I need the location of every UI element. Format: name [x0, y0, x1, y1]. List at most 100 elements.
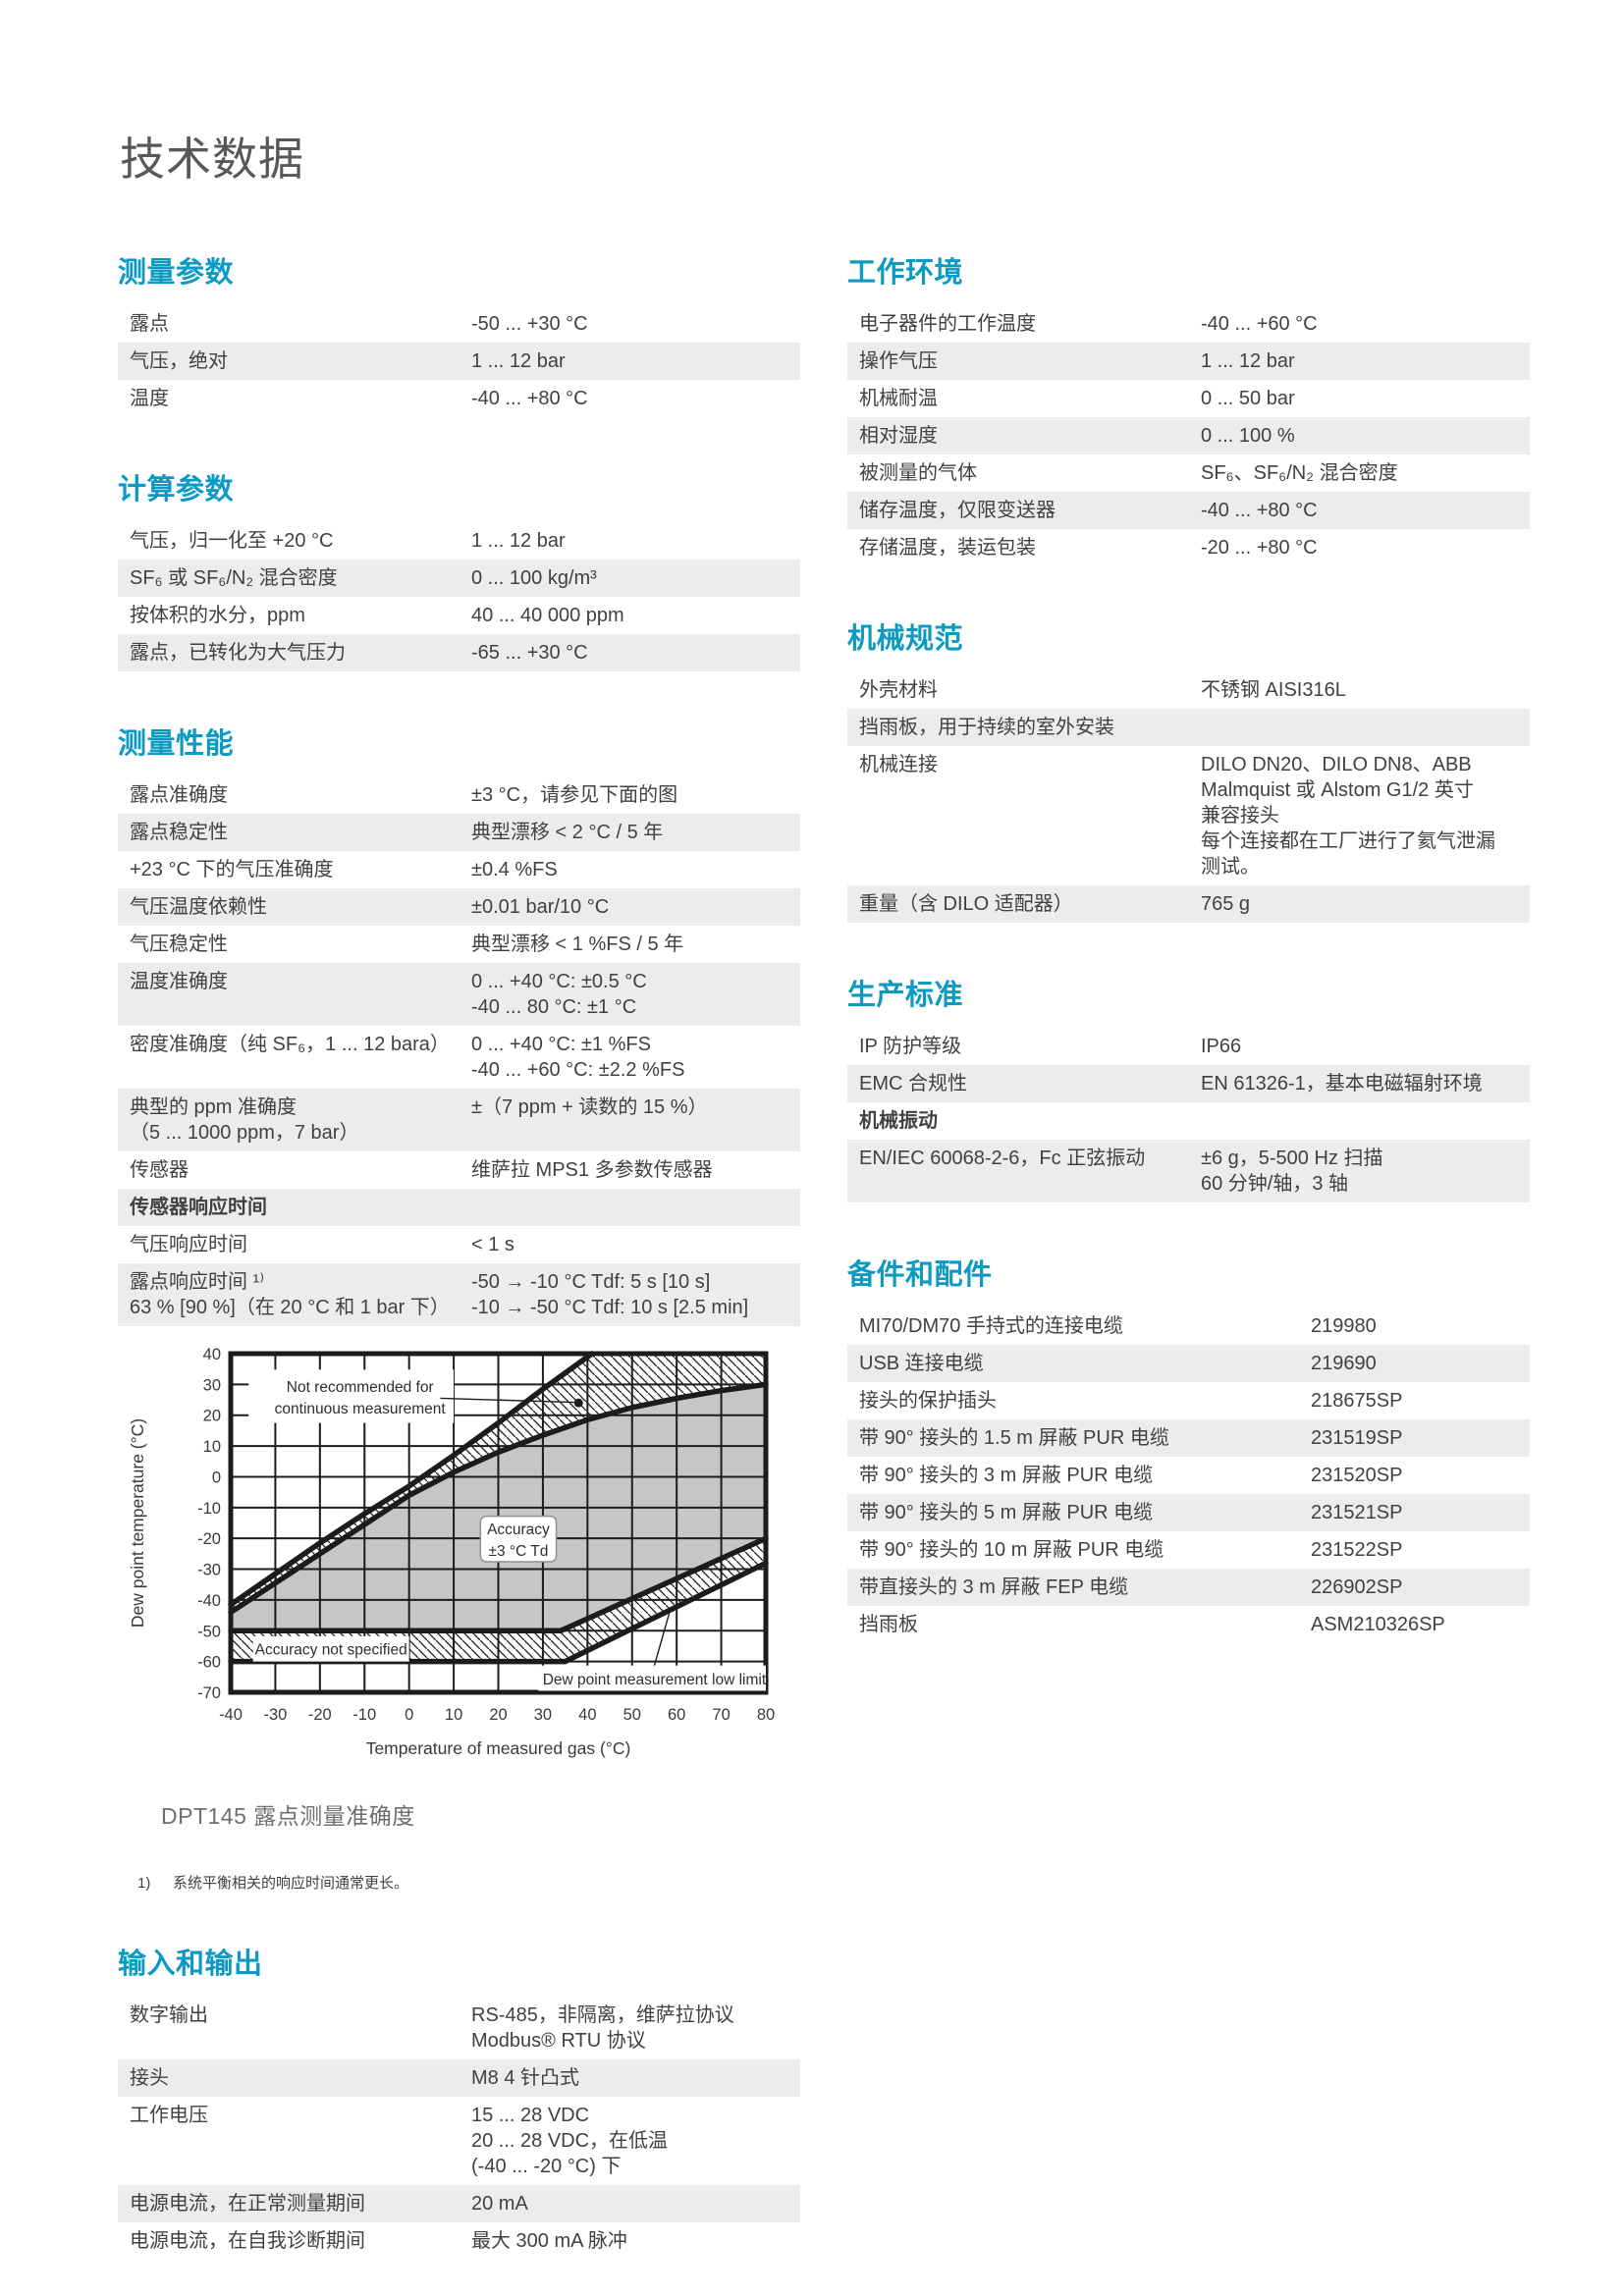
section-calculated-variables: 计算参数 气压，归一化至 +20 °C 1 ... 12 bar SF₆ 或 SF₆… — [118, 466, 800, 671]
spec-row: 带 90° 接头的 1.5 m 屏蔽 PUR 电缆 231519SP — [847, 1419, 1530, 1457]
spec-value: 典型漂移 < 1 %FS / 5 年 — [471, 934, 684, 955]
section-operating-environment: 工作环境 电子器件的工作温度 -40 ... +60 °C 操作气压 1 ... 12… — [847, 249, 1530, 566]
spec-value: 0 ... +40 °C: ±1 %FS -40 ... +60 °C: ±2.… — [471, 1034, 685, 1081]
spec-row: EMC 合规性 EN 61326-1，基本电磁辐射环境 — [847, 1065, 1530, 1102]
spec-row: 操作气压 1 ... 12 bar — [847, 343, 1530, 380]
spec-value: 1 ... 12 bar — [471, 350, 566, 372]
y-tick-label: -20 — [197, 1530, 221, 1548]
spec-row: SF₆ 或 SF₆/N₂ 混合密度 0 ... 100 kg/m³ — [118, 560, 800, 597]
spec-label: 露点，已转化为大气压力 — [130, 642, 346, 664]
spec-row: 外壳材料 不锈钢 AISI316L — [847, 671, 1530, 709]
spec-label: 露点稳定性 — [130, 822, 228, 843]
spec-subheader-row: 机械振动 — [847, 1102, 1530, 1140]
spec-label: 储存温度，仅限变送器 — [859, 500, 1056, 521]
spec-label: 密度准确度（纯 SF₆，1 ... 12 bara） — [130, 1034, 450, 1055]
spec-value: -40 ... +60 °C — [1201, 313, 1318, 335]
spec-value: 典型漂移 < 2 °C / 5 年 — [471, 822, 664, 843]
spec-label: 存储温度，装运包装 — [859, 537, 1036, 559]
y-tick-label: -30 — [197, 1562, 221, 1579]
spec-value: 0 ... 100 % — [1201, 425, 1295, 447]
x-tick-label: 40 — [578, 1706, 596, 1724]
spec-row: 露点响应时间 ¹⁾ 63 % [90 %]（在 20 °C 和 1 bar 下）… — [118, 1263, 800, 1326]
spec-row: IP 防护等级 IP66 — [847, 1028, 1530, 1065]
spec-row: 气压响应时间 < 1 s — [118, 1226, 800, 1263]
spec-table-spare-parts-accessories: MI70/DM70 手持式的连接电缆 219980 USB 连接电缆 219690 接头… — [847, 1308, 1530, 1643]
spec-value: 维萨拉 MPS1 多参数传感器 — [471, 1159, 713, 1181]
x-tick-label: 0 — [405, 1706, 413, 1724]
y-axis-title: Dew point temperature (°C) — [128, 1418, 147, 1628]
spec-row: 数字输出 RS-485，非隔离，维萨拉协议 Modbus® RTU 协议 — [118, 1997, 800, 2059]
not-recommended-label-marker-dot — [573, 1398, 583, 1408]
x-tick-label: 20 — [489, 1706, 507, 1724]
spec-row: USB 连接电缆 219690 — [847, 1345, 1530, 1382]
spec-row: 露点，已转化为大气压力 -65 ... +30 °C — [118, 634, 800, 671]
footnote: 1) 系统平衡相关的响应时间通常更长。 — [137, 1874, 800, 1894]
spec-value: ASM210326SP — [1311, 1614, 1445, 1635]
spec-label: 带 90° 接头的 5 m 屏蔽 PUR 电缆 — [859, 1502, 1154, 1523]
y-tick-label: -60 — [197, 1654, 221, 1672]
spec-value: 231521SP — [1311, 1502, 1403, 1523]
section-title-spare-parts-accessories: 备件和配件 — [847, 1259, 993, 1291]
spec-row: 挡雨板 ASM210326SP — [847, 1606, 1530, 1643]
spec-row: 带直接头的 3 m 屏蔽 FEP 电缆 226902SP — [847, 1569, 1530, 1606]
spec-label: 电子器件的工作温度 — [859, 313, 1036, 335]
boundary-line — [228, 1535, 769, 1634]
spec-value: 0 ... 100 kg/m³ — [471, 567, 597, 589]
spec-label: 带直接头的 3 m 屏蔽 FEP 电缆 — [859, 1576, 1129, 1598]
chart-caption: DPT145 露点测量准确度 — [161, 1803, 415, 1829]
low-limit-label-callout-line — [653, 1610, 672, 1666]
x-tick-label: 10 — [445, 1706, 462, 1724]
spec-row: 温度 -40 ... +80 °C — [118, 380, 800, 417]
spec-label: 挡雨板 — [859, 1614, 918, 1635]
spec-value: -40 ... +80 °C — [1201, 500, 1318, 521]
section-title-measurement-performance: 测量性能 — [118, 728, 235, 760]
spec-value: ±0.01 bar/10 °C — [471, 896, 610, 918]
not-recommended-label-text: continuous measurement — [275, 1401, 447, 1417]
spec-row: 被测量的气体 SF₆、SF₆/N₂ 混合密度 — [847, 454, 1530, 492]
spec-label: 典型的 ppm 准确度 （5 ... 1000 ppm，7 bar） — [130, 1096, 359, 1144]
spec-row: 机械耐温 0 ... 50 bar — [847, 380, 1530, 417]
spec-table-measured-variables: 露点 -50 ... +30 °C 气压，绝对 1 ... 12 bar 温度 -40 .… — [118, 305, 800, 417]
spec-value: SF₆、SF₆/N₂ 混合密度 — [1201, 462, 1398, 484]
spec-subheader-row: 传感器响应时间 — [118, 1189, 800, 1226]
section-compliance: 生产标准 IP 防护等级 IP66 EMC 合规性 EN 61326-1，基本电磁辐射… — [847, 972, 1530, 1202]
spec-label: 工作电压 — [130, 2104, 208, 2126]
dew-point-accuracy-figure: -40 -30 -20 -10 0 10 20 30 40 50 60 70 80 40 30 20 10 0 -1… — [118, 1340, 800, 1831]
spec-row: 传感器 维萨拉 MPS1 多参数传感器 — [118, 1151, 800, 1189]
y-tick-label: -10 — [197, 1500, 221, 1518]
spec-value: 40 ... 40 000 ppm — [471, 605, 624, 626]
spec-value: ±0.4 %FS — [471, 859, 558, 881]
spec-label: 气压，归一化至 +20 °C — [130, 530, 334, 552]
spec-table-compliance: IP 防护等级 IP66 EMC 合规性 EN 61326-1，基本电磁辐射环境 机械振… — [847, 1028, 1530, 1202]
accuracy-label-text: ±3 °C Td — [488, 1543, 548, 1560]
spec-value: 1 ... 12 bar — [1201, 350, 1295, 372]
spec-row: 温度准确度 0 ... +40 °C: ±0.5 °C -40 ... 80 °C… — [118, 963, 800, 1026]
spec-row: 接头的保护插头 218675SP — [847, 1382, 1530, 1419]
right-column: 工作环境 电子器件的工作温度 -40 ... +60 °C 操作气压 1 ... 12… — [847, 249, 1530, 1692]
footnote-text: 系统平衡相关的响应时间通常更长。 — [173, 1875, 409, 1892]
spec-label: SF₆ 或 SF₆/N₂ 混合密度 — [130, 567, 338, 589]
spec-value: 219980 — [1311, 1315, 1377, 1337]
section-title-measured-variables: 测量参数 — [118, 257, 235, 289]
section-mechanical-specifications: 机械规范 外壳材料 不锈钢 AISI316L 挡雨板，用于持续的室外安装 机械连接 DI… — [847, 615, 1530, 923]
spec-label: EN/IEC 60068-2-6，Fc 正弦振动 — [859, 1148, 1146, 1169]
spec-label: 接头的保护插头 — [859, 1390, 997, 1412]
spec-row: 密度准确度（纯 SF₆，1 ... 12 bara） 0 ... +40 °C: … — [118, 1026, 800, 1089]
spec-label: USB 连接电缆 — [859, 1353, 984, 1374]
footnote-marker: 1) — [137, 1875, 151, 1892]
spec-label: MI70/DM70 手持式的连接电缆 — [859, 1315, 1123, 1337]
x-tick-label: 80 — [757, 1706, 775, 1724]
spec-row: 气压温度依赖性 ±0.01 bar/10 °C — [118, 888, 800, 926]
spec-label: 气压温度依赖性 — [130, 896, 267, 918]
spec-label: 带 90° 接头的 10 m 屏蔽 PUR 电缆 — [859, 1539, 1164, 1561]
spec-label: 露点响应时间 ¹⁾ 63 % [90 %]（在 20 °C 和 1 bar 下） — [130, 1271, 450, 1318]
y-tick-label: 40 — [203, 1346, 221, 1363]
spec-row: 带 90° 接头的 3 m 屏蔽 PUR 电缆 231520SP — [847, 1457, 1530, 1494]
spec-value: 1 ... 12 bar — [471, 530, 566, 552]
spec-row: 露点准确度 ±3 °C，请参见下面的图 — [118, 776, 800, 814]
spec-row: MI70/DM70 手持式的连接电缆 219980 — [847, 1308, 1530, 1345]
spec-label: 重量（含 DILO 适配器） — [859, 893, 1073, 915]
y-tick-label: -50 — [197, 1623, 221, 1640]
section-measured-variables: 测量参数 露点 -50 ... +30 °C 气压，绝对 1 ... 12 bar 温度… — [118, 249, 800, 417]
spec-value: 不锈钢 AISI316L — [1201, 679, 1346, 701]
